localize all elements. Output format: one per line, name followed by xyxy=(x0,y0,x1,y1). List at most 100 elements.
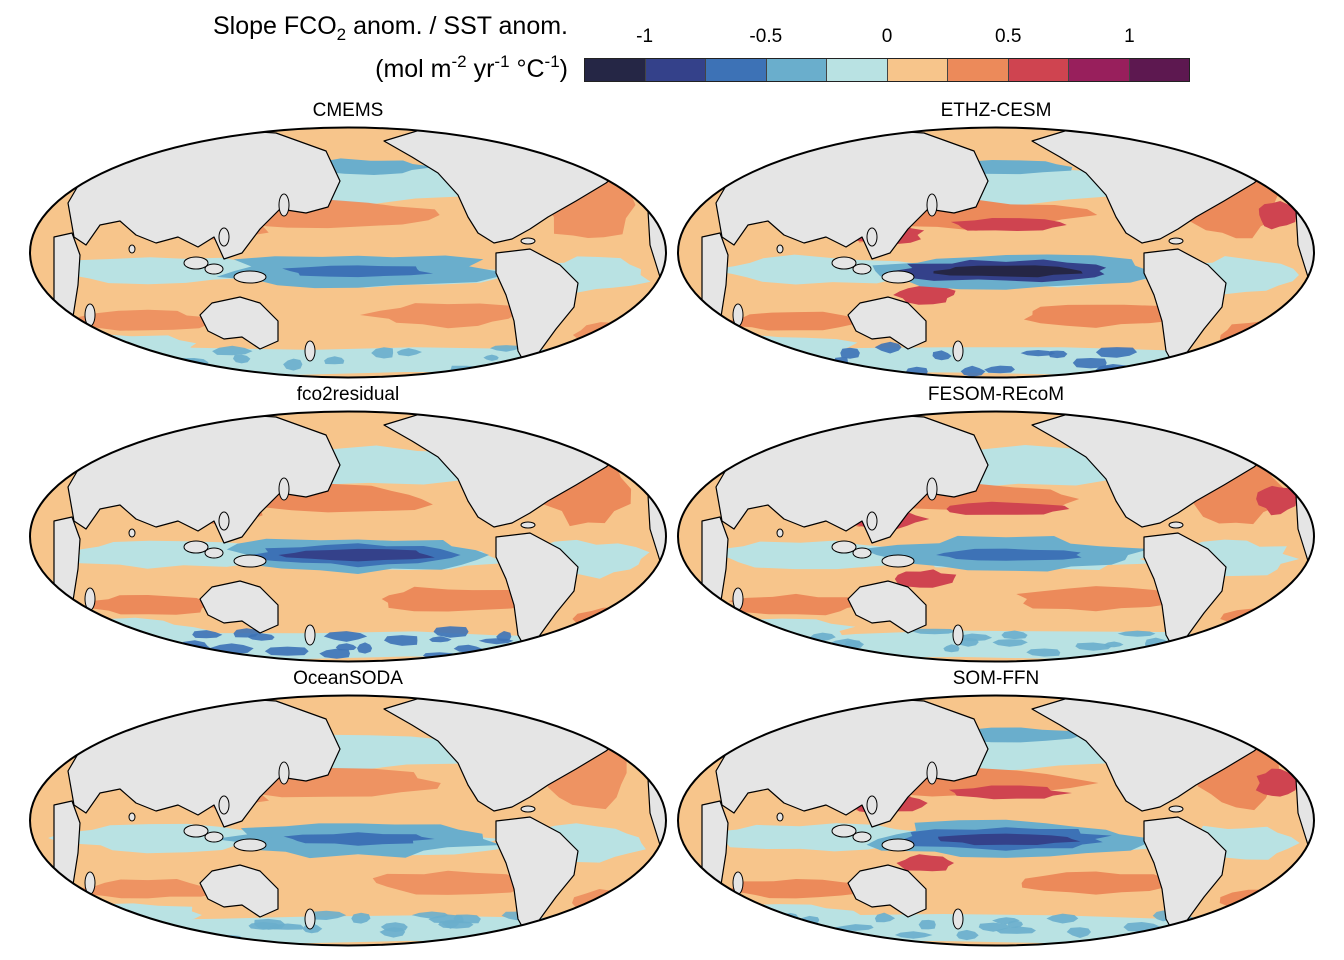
uk-island xyxy=(651,723,661,739)
slope-region xyxy=(741,346,782,359)
slope-region xyxy=(844,640,862,648)
slope-region xyxy=(141,928,166,939)
slope-region xyxy=(1001,630,1028,640)
slope-region xyxy=(948,785,1072,800)
africa-landmass xyxy=(53,800,81,932)
slope-region xyxy=(1046,913,1079,924)
slope-region xyxy=(85,368,114,377)
map-canvas xyxy=(29,694,667,947)
map-canvas xyxy=(677,694,1315,947)
caribbean-island xyxy=(520,521,536,529)
africa-landmass xyxy=(53,516,81,648)
slope-region xyxy=(950,218,1067,231)
slope-region xyxy=(192,630,223,639)
greenland-landmass xyxy=(1227,127,1281,154)
slope-region xyxy=(165,359,184,368)
slope-region xyxy=(129,361,164,373)
slope-region xyxy=(1095,347,1138,358)
japan-island xyxy=(278,477,290,501)
slope-region xyxy=(697,643,732,651)
units-text: yr xyxy=(466,55,495,83)
slope-region xyxy=(1066,927,1091,938)
title-subscript: 2 xyxy=(336,25,347,44)
ocean-field xyxy=(30,411,666,662)
slope-region xyxy=(874,912,896,923)
map-frame xyxy=(29,694,667,947)
slope-region xyxy=(992,639,1028,647)
caribbean-island xyxy=(1168,521,1184,529)
slope-region xyxy=(602,935,626,946)
colorbar-swatch xyxy=(827,59,888,81)
slope-region xyxy=(453,914,481,924)
new-guinea-island xyxy=(881,270,915,284)
caribbean-island xyxy=(1168,805,1184,813)
cold-tongue-core xyxy=(933,265,1083,278)
units-text: °C xyxy=(509,55,545,83)
map-frame xyxy=(29,126,667,379)
cold-tongue-core xyxy=(283,832,435,846)
colorbar-swatch xyxy=(1008,59,1069,81)
caribbean-island xyxy=(520,237,536,245)
new-zealand-island xyxy=(952,624,964,646)
slope-region xyxy=(483,354,499,361)
slope-region xyxy=(918,919,936,930)
philippines-island xyxy=(866,227,878,247)
japan-island xyxy=(926,477,938,501)
slope-region xyxy=(1244,356,1279,363)
slope-region xyxy=(894,569,957,588)
slope-region xyxy=(1117,630,1156,637)
greenland-landmass xyxy=(1227,411,1281,438)
slope-region xyxy=(283,358,303,371)
japan-island xyxy=(278,761,290,785)
slope-region xyxy=(478,638,514,645)
slope-region xyxy=(1075,642,1112,651)
slope-region xyxy=(707,254,926,285)
sri-lanka-island xyxy=(776,244,784,254)
sri-lanka-island xyxy=(776,812,784,822)
colorbar-swatch xyxy=(887,59,948,81)
slope-region xyxy=(441,919,460,929)
africa-landmass xyxy=(701,516,729,648)
slope-region xyxy=(717,647,750,658)
caribbean-island xyxy=(1168,237,1184,245)
slope-region xyxy=(73,649,93,661)
units-superscript: -1 xyxy=(544,52,560,71)
slope-region xyxy=(357,642,373,654)
slope-region xyxy=(791,934,819,945)
indonesia-island xyxy=(183,824,209,838)
new-guinea-island xyxy=(233,270,267,284)
panel-title: fco2residual xyxy=(296,384,400,405)
slope-region xyxy=(730,879,869,899)
colorbar-swatch xyxy=(706,59,767,81)
slope-region xyxy=(247,633,275,641)
slope-region xyxy=(1256,485,1297,516)
slope-region xyxy=(679,938,715,944)
slope-region xyxy=(30,915,642,944)
map-panel-ethz-cesm: ETHZ-CESM xyxy=(676,100,1316,379)
slope-region xyxy=(65,540,274,569)
slope-region xyxy=(1021,871,1166,895)
slope-region xyxy=(840,347,860,359)
indonesia-island xyxy=(852,547,872,559)
cold-tongue-core xyxy=(936,548,1082,561)
slope-region xyxy=(495,363,517,374)
slope-region xyxy=(720,360,743,367)
slope-region xyxy=(411,911,449,919)
map-panel-oceansoda: OceanSODA xyxy=(28,668,668,947)
units-text: ) xyxy=(559,55,568,83)
greenland-landmass xyxy=(579,127,633,154)
new-zealand-island xyxy=(952,340,964,362)
slope-region xyxy=(946,501,1070,515)
slope-region xyxy=(678,645,719,652)
map-canvas xyxy=(677,126,1315,379)
slope-region xyxy=(773,650,810,660)
slope-region xyxy=(747,933,786,946)
uk-island xyxy=(1299,155,1309,171)
new-zealand-island xyxy=(304,340,316,362)
slope-region xyxy=(874,341,902,354)
slope-region xyxy=(1131,934,1160,945)
colorbar-tick-label: 1 xyxy=(1124,26,1135,47)
slope-region xyxy=(75,879,221,899)
slope-region xyxy=(324,356,345,365)
panel-title: CMEMS xyxy=(312,100,384,121)
